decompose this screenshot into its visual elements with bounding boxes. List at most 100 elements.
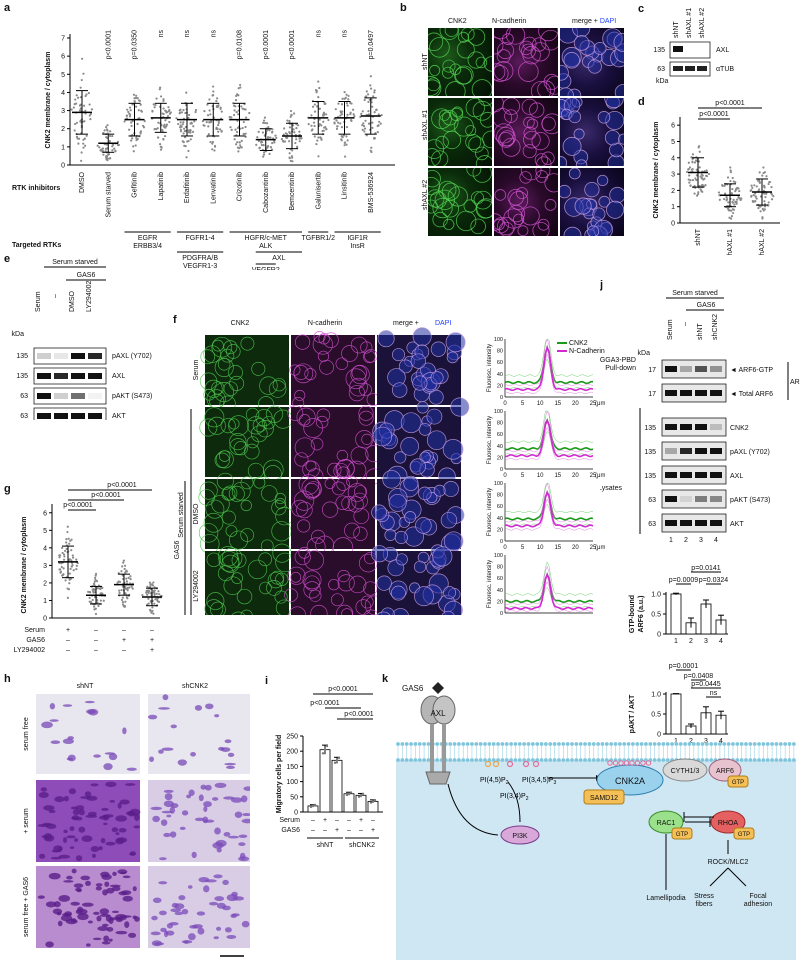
data-point [90,108,94,111]
cell [414,586,434,607]
data-point [333,121,336,124]
migrated-cell [72,809,80,816]
condition-sign: – [66,637,70,644]
migrated-cell [224,739,232,744]
data-point [75,102,78,105]
data-point [687,168,690,171]
data-point [317,80,320,83]
lipid-head [417,742,422,746]
data-point [113,147,116,150]
cell [494,37,504,55]
migrated-cell [205,703,214,710]
data-point [100,592,103,595]
replicate-point [349,791,353,794]
cell [353,526,368,541]
data-point [376,124,379,128]
data-point [735,187,738,190]
cell [560,64,569,81]
bar [700,603,712,635]
pip-binding [618,760,624,766]
data-point [89,117,92,121]
cell [394,451,407,464]
cell [568,168,581,180]
data-point [730,217,733,220]
data-point [153,591,156,594]
data-point [162,98,165,101]
gas6-header: GAS6 [697,302,716,309]
migrated-cell [69,826,75,832]
gas6-label: GAS6 [402,684,424,693]
data-point [237,87,240,90]
cell [294,549,311,566]
arf6-label: ARF6 [716,768,734,775]
data-point [235,130,239,134]
condition-row-label: GAS6 [26,637,45,644]
col-header-cnk2: CNK2 [448,18,467,25]
data-point [325,127,328,131]
dapi-label: DAPI [435,320,451,327]
data-point [239,144,242,147]
data-point [68,542,71,545]
y-tick-label: 150 [286,764,298,771]
profile-line [504,561,594,596]
panel-j: j Serum starved GAS6 Serum – shNT shCNK2 kDa GGA… [598,279,800,750]
lipid-head [731,742,735,746]
migrated-cell [68,788,77,795]
data-point [135,105,138,108]
data-point [122,561,125,564]
replicate-point [347,792,351,795]
migrated-cell [122,875,131,879]
mw-label: 63 [20,413,28,420]
data-point [61,574,64,577]
migrated-cell [52,908,63,915]
data-point [372,95,375,98]
data-point [230,116,233,119]
row-label: DMSO [193,503,200,525]
lipid-head [422,758,426,762]
migrated-cell [224,927,232,933]
data-point [212,85,215,88]
migrated-cell [186,794,192,799]
x-tick-label: 10 [537,473,544,479]
cell [475,56,488,69]
data-point [100,149,103,152]
bar [343,793,355,813]
data-point [289,159,292,162]
data-point [102,153,105,156]
data-point [723,184,726,187]
panel-label: a [4,2,11,14]
data-point [137,99,141,102]
data-point [94,576,97,579]
data-point [737,187,740,190]
data-point [168,112,172,115]
data-point [92,590,95,593]
data-point [80,159,83,162]
band [88,373,102,379]
data-point [363,130,366,133]
y-tick-label: 40 [497,372,503,378]
rock-label: ROCK/MLC2 [708,859,749,866]
cell [520,43,536,59]
p-value: p<0.0001 [91,492,120,499]
data-point [235,94,238,97]
data-point [772,195,775,198]
data-point [208,109,211,112]
panel-f: f CNK2 N-cadherin merge + DAPI Serum 0 20 40 60 8… [165,314,607,630]
migrated-cell [238,842,246,847]
blot-frame [33,347,107,365]
data-point [98,146,101,149]
data-point [219,128,222,131]
cell [512,213,525,225]
cell [246,416,266,435]
band [71,413,85,419]
row-label: serum free [23,717,30,751]
cell [222,485,238,501]
cell [223,340,238,355]
migrated-cell [239,852,246,860]
lipid-head [539,742,544,746]
p-value: p<0.0001 [699,111,728,118]
lipid-head [448,758,453,762]
data-point [378,120,381,123]
data-point [237,94,240,97]
